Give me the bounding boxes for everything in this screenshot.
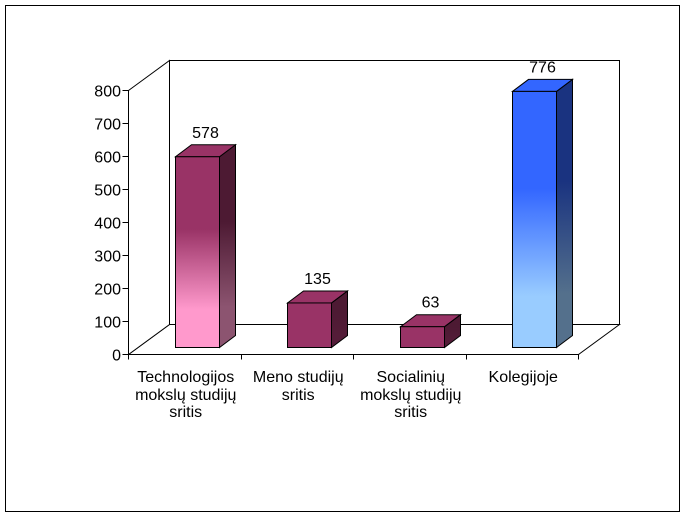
- bar-side-face: [219, 143, 236, 349]
- data-label: 135: [304, 271, 331, 288]
- value-tick-label: 100: [94, 315, 121, 332]
- value-tick-label: 600: [94, 150, 121, 167]
- value-tick-label: 200: [94, 282, 121, 299]
- value-tick-label: 800: [94, 84, 121, 101]
- bar-front-face: [400, 326, 445, 348]
- back-wall: [169, 60, 620, 325]
- value-tick-label: 400: [94, 216, 121, 233]
- data-labels: 578 135 63 776: [192, 59, 556, 311]
- bar: [286, 289, 349, 349]
- value-tick-label: 700: [94, 117, 121, 134]
- side-wall: [128, 59, 170, 356]
- bar-front-face: [512, 90, 557, 348]
- bar: [511, 78, 574, 349]
- axes: 0 100 200 300 400 500 600 700 800: [94, 84, 579, 365]
- bar-front-face: [287, 302, 332, 349]
- bar: [399, 313, 462, 349]
- value-tick-label: 300: [94, 249, 121, 266]
- data-label: 63: [422, 295, 440, 312]
- data-label: 776: [529, 59, 556, 76]
- value-tick-label: 0: [112, 348, 121, 365]
- bars: [174, 78, 574, 349]
- data-label: 578: [192, 125, 219, 142]
- plot-walls: [126, 59, 622, 356]
- bar-side-face: [556, 78, 573, 349]
- value-tick-label: 500: [94, 183, 121, 200]
- bar-front-face: [175, 156, 220, 348]
- bar: [174, 143, 237, 349]
